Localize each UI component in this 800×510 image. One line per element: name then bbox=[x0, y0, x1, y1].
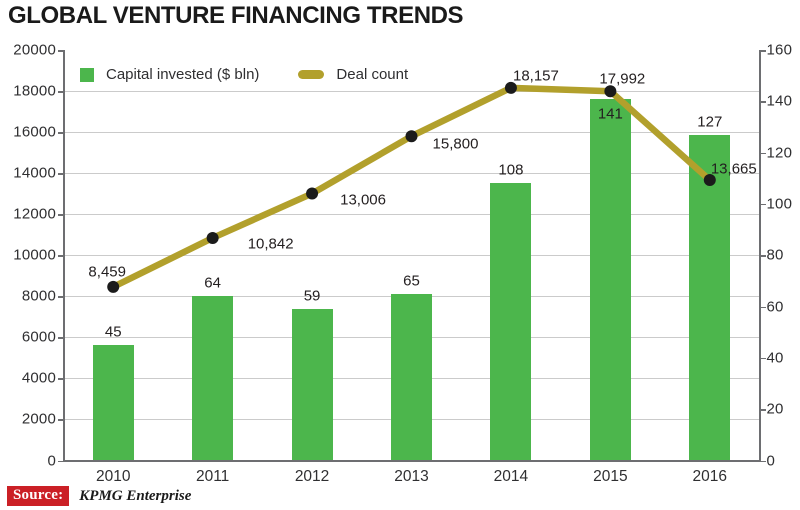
source-row: Source: KPMG Enterprise bbox=[7, 486, 191, 506]
left-tick-mark bbox=[57, 50, 63, 52]
deal-count-marker-2011 bbox=[206, 231, 219, 244]
line-label-2013: 15,800 bbox=[432, 135, 479, 153]
x-axis-label-2011: 2011 bbox=[195, 468, 230, 485]
bar-label-2015: 141 bbox=[597, 105, 623, 123]
right-axis bbox=[758, 50, 761, 462]
bar-2016 bbox=[689, 134, 731, 461]
right-axis-tick-20: 20 bbox=[766, 400, 784, 418]
right-axis-tick-140: 140 bbox=[766, 92, 793, 110]
line-label-2015: 17,992 bbox=[599, 70, 646, 88]
source-badge: Source: bbox=[7, 486, 70, 506]
x-axis-label-2016: 2016 bbox=[692, 468, 728, 485]
gridline bbox=[63, 214, 760, 216]
right-axis-tick-80: 80 bbox=[766, 246, 784, 264]
right-tick-mark bbox=[760, 255, 766, 257]
bar-2015 bbox=[589, 98, 631, 461]
left-axis-tick-0: 0 bbox=[47, 452, 56, 469]
left-axis-tick-20000: 20000 bbox=[13, 41, 56, 59]
right-tick-mark bbox=[760, 203, 766, 206]
left-axis-tick-2000: 2000 bbox=[21, 410, 56, 428]
left-axis-tick-10000: 10000 bbox=[13, 246, 56, 264]
right-tick-mark bbox=[760, 460, 766, 462]
line-label-2010: 8,459 bbox=[88, 263, 126, 281]
bar-2013 bbox=[391, 293, 432, 461]
chart-title: GLOBAL VENTURE FINANCING TRENDS bbox=[8, 2, 464, 29]
gridline bbox=[63, 132, 760, 134]
right-tick-mark bbox=[760, 152, 766, 155]
right-tick-mark bbox=[760, 409, 766, 411]
left-axis-tick-16000: 16000 bbox=[13, 123, 56, 141]
bar-2011 bbox=[192, 296, 234, 461]
legend-deals-label: Deal count bbox=[336, 66, 409, 83]
left-tick-mark bbox=[57, 132, 63, 134]
left-axis-tick-6000: 6000 bbox=[21, 328, 56, 346]
bar-2012 bbox=[291, 309, 333, 461]
left-axis-tick-8000: 8000 bbox=[21, 287, 56, 305]
gridline bbox=[63, 91, 760, 93]
left-tick-mark bbox=[57, 378, 63, 380]
left-axis bbox=[62, 50, 65, 462]
x-axis-label-2010: 2010 bbox=[95, 468, 131, 485]
left-axis-tick-12000: 12000 bbox=[13, 205, 56, 223]
left-axis-tick-18000: 18000 bbox=[13, 82, 56, 100]
bar-2014 bbox=[490, 183, 532, 461]
left-axis-tick-14000: 14000 bbox=[13, 164, 56, 182]
bar-label-2013: 65 bbox=[403, 272, 420, 290]
x-axis-label-2015: 2015 bbox=[593, 468, 628, 485]
bar-label-2012: 59 bbox=[303, 287, 321, 305]
line-label-2014: 18,157 bbox=[512, 67, 559, 85]
bar-2010 bbox=[92, 345, 134, 461]
right-axis-tick-160: 160 bbox=[766, 41, 793, 59]
left-tick-mark bbox=[57, 173, 63, 175]
gridline bbox=[63, 255, 760, 257]
right-axis-tick-60: 60 bbox=[766, 298, 784, 316]
left-tick-mark bbox=[57, 255, 63, 257]
line-label-2012: 13,006 bbox=[340, 191, 387, 209]
x-axis-label-2014: 2014 bbox=[493, 468, 529, 485]
legend: Capital invested ($ bln) Deal count bbox=[80, 66, 408, 83]
right-tick-mark bbox=[760, 101, 766, 103]
bar-label-2016: 127 bbox=[697, 113, 723, 131]
capital-invested-swatch-icon bbox=[80, 67, 94, 82]
line-label-2011: 10,842 bbox=[247, 235, 294, 253]
left-tick-mark bbox=[57, 460, 63, 462]
right-tick-mark bbox=[760, 306, 766, 309]
legend-capital-label: Capital invested ($ bln) bbox=[106, 66, 260, 83]
deal-count-swatch-icon bbox=[298, 70, 325, 79]
deal-count-marker-2012 bbox=[306, 187, 319, 200]
right-tick-mark bbox=[760, 357, 766, 360]
right-axis-tick-120: 120 bbox=[766, 144, 793, 162]
right-axis-tick-0: 0 bbox=[766, 452, 776, 469]
source-text: KPMG Enterprise bbox=[79, 487, 192, 504]
x-axis bbox=[62, 459, 761, 462]
left-tick-mark bbox=[57, 91, 63, 93]
left-tick-mark bbox=[57, 296, 63, 298]
right-axis-tick-40: 40 bbox=[766, 349, 784, 367]
left-tick-mark bbox=[57, 337, 63, 339]
line-label-2016: 13,665 bbox=[710, 160, 757, 178]
right-tick-mark bbox=[760, 50, 766, 52]
bar-label-2010: 45 bbox=[104, 323, 122, 341]
bar-label-2011: 64 bbox=[204, 274, 221, 292]
right-axis-tick-100: 100 bbox=[766, 195, 793, 213]
left-tick-mark bbox=[57, 214, 63, 216]
bar-label-2014: 108 bbox=[498, 161, 524, 179]
left-tick-mark bbox=[57, 419, 63, 421]
left-axis-tick-4000: 4000 bbox=[21, 369, 56, 387]
x-axis-label-2013: 2013 bbox=[394, 468, 429, 485]
deal-count-marker-2010 bbox=[107, 280, 120, 293]
x-axis-label-2012: 2012 bbox=[294, 468, 330, 485]
gridline bbox=[63, 173, 760, 175]
